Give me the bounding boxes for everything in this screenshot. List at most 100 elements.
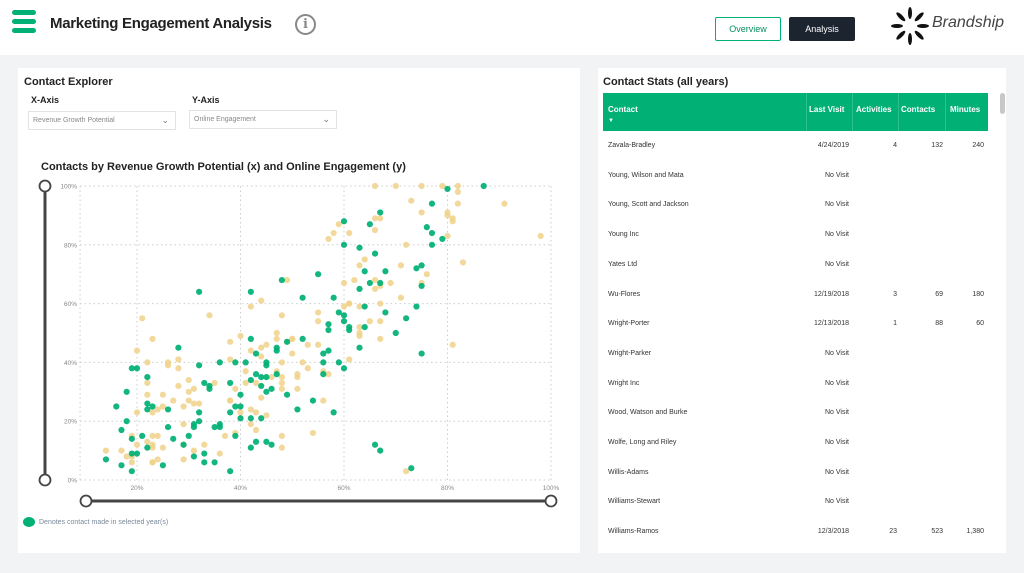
data-point-contacted[interactable] [133,450,141,457]
data-point-contacted[interactable] [232,403,239,410]
data-point-contacted[interactable] [133,365,141,372]
data-point-contacted[interactable] [371,441,379,448]
data-point-contacted[interactable] [263,359,270,366]
x-slider-handle-min[interactable] [79,494,93,508]
data-point-contacted[interactable] [418,282,425,290]
data-point[interactable] [356,303,363,310]
data-point[interactable] [449,341,456,348]
data-point[interactable] [325,235,332,243]
data-point-contacted[interactable] [377,279,384,287]
data-point-contacted[interactable] [325,321,332,328]
data-point-contacted[interactable] [315,271,322,278]
data-point-contacted[interactable] [201,379,208,387]
table-row[interactable]: Wolfe, Long and Riley No Visit [603,428,988,458]
table-row[interactable]: Young, Wilson and Mata No Visit [603,161,988,191]
data-point-contacted[interactable] [206,382,213,390]
data-point-contacted[interactable] [361,324,368,331]
x-axis-dropdown[interactable]: Revenue Growth Potential ⌄ [28,111,176,130]
data-point-contacted[interactable] [211,423,218,431]
data-point-contacted[interactable] [247,376,254,384]
data-point-contacted[interactable] [273,371,280,378]
table-row[interactable]: Zavala-Bradley 4/24/2019 4 132 240 [603,131,988,161]
data-point[interactable] [361,256,368,263]
data-point-contacted[interactable] [196,362,203,369]
data-point[interactable] [418,209,425,216]
data-point-contacted[interactable] [413,265,420,272]
data-point-contacted[interactable] [263,438,270,445]
data-point-contacted[interactable] [278,276,285,284]
data-point[interactable] [242,379,249,387]
data-point-contacted[interactable] [356,244,363,251]
table-row[interactable]: Young, Scott and Jackson No Visit [603,190,988,220]
data-point-contacted[interactable] [258,374,265,381]
data-point-contacted[interactable] [428,229,436,237]
data-point[interactable] [133,441,141,448]
data-point[interactable] [387,279,394,287]
data-point[interactable] [377,215,384,222]
data-point[interactable] [278,444,285,451]
data-point[interactable] [139,315,146,322]
data-point-contacted[interactable] [413,303,420,310]
data-point-contacted[interactable] [325,347,332,354]
data-point[interactable] [258,353,265,360]
data-point[interactable] [459,259,467,266]
data-point[interactable] [294,374,301,381]
data-point[interactable] [289,335,296,342]
data-point[interactable] [185,376,192,384]
data-point[interactable] [102,447,110,454]
data-point[interactable] [190,385,198,392]
data-point[interactable] [175,382,182,390]
data-point[interactable] [149,459,156,466]
data-point[interactable] [330,229,337,237]
analysis-button[interactable]: Analysis [789,17,855,41]
data-point-contacted[interactable] [340,241,348,248]
data-point-contacted[interactable] [144,406,151,413]
data-point[interactable] [263,412,270,419]
data-point[interactable] [221,432,229,439]
data-point-contacted[interactable] [408,465,415,472]
data-point[interactable] [454,188,461,195]
data-point[interactable] [258,344,265,351]
data-point[interactable] [180,403,187,410]
data-point-contacted[interactable] [371,250,379,257]
data-point-contacted[interactable] [382,309,389,316]
data-point[interactable] [216,450,223,457]
data-point[interactable] [315,318,322,325]
data-point[interactable] [268,374,275,381]
data-point-contacted[interactable] [237,415,244,422]
table-row[interactable]: Young Inc No Visit [603,220,988,250]
data-point-contacted[interactable] [175,344,182,351]
data-point[interactable] [252,409,260,416]
data-point-contacted[interactable] [201,459,208,466]
data-point[interactable] [340,279,348,287]
data-point-contacted[interactable] [252,438,260,445]
data-point[interactable] [237,409,244,416]
data-point[interactable] [133,409,141,416]
data-point[interactable] [159,391,166,398]
data-point-contacted[interactable] [237,391,244,398]
data-point-contacted[interactable] [335,309,342,316]
data-point-contacted[interactable] [159,462,166,469]
data-point-contacted[interactable] [444,185,451,193]
data-point-contacted[interactable] [340,218,348,225]
data-point-contacted[interactable] [252,371,260,378]
table-row[interactable]: Willis-Adams No Visit [603,458,988,488]
data-point-contacted[interactable] [320,371,327,378]
column-header-minutes[interactable]: Minutes [950,105,981,114]
data-point-contacted[interactable] [232,432,239,439]
column-header-last-visit[interactable]: Last Visit [809,105,845,114]
data-point[interactable] [227,397,234,404]
data-point-contacted[interactable] [149,403,156,410]
data-point-contacted[interactable] [247,288,254,295]
data-point[interactable] [444,209,451,216]
data-point-contacted[interactable] [299,294,306,301]
data-point[interactable] [537,232,544,240]
data-point-contacted[interactable] [196,288,203,295]
data-point[interactable] [315,341,322,348]
data-point-contacted[interactable] [273,344,280,351]
data-point[interactable] [164,359,172,366]
data-point[interactable] [190,447,198,454]
data-point[interactable] [278,385,285,392]
data-point-contacted[interactable] [211,459,218,466]
data-point-contacted[interactable] [480,182,487,190]
